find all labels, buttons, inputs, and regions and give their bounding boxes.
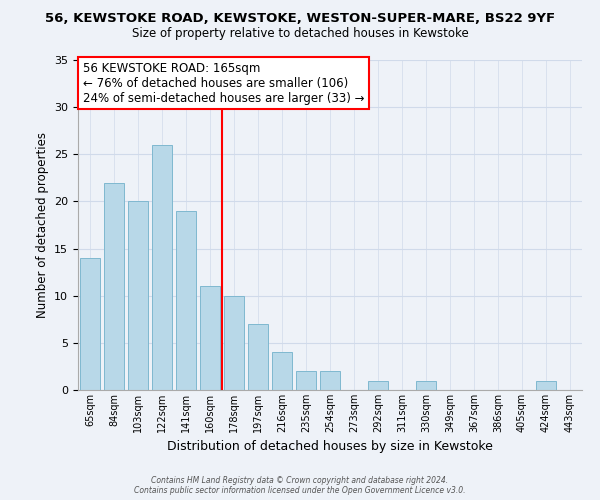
Bar [296,371,316,390]
X-axis label: Distribution of detached houses by size in Kewstoke: Distribution of detached houses by size … [167,440,493,454]
Bar [104,182,124,390]
Bar [248,324,268,390]
Bar [368,380,388,390]
Bar [272,352,292,390]
Bar [320,371,340,390]
Bar [536,380,556,390]
Bar [416,380,436,390]
Bar [80,258,100,390]
Bar [200,286,220,390]
Bar [152,145,172,390]
Bar [224,296,244,390]
Bar [128,202,148,390]
Y-axis label: Number of detached properties: Number of detached properties [35,132,49,318]
Bar [176,211,196,390]
Text: Contains HM Land Registry data © Crown copyright and database right 2024.
Contai: Contains HM Land Registry data © Crown c… [134,476,466,495]
Text: 56, KEWSTOKE ROAD, KEWSTOKE, WESTON-SUPER-MARE, BS22 9YF: 56, KEWSTOKE ROAD, KEWSTOKE, WESTON-SUPE… [45,12,555,26]
Text: Size of property relative to detached houses in Kewstoke: Size of property relative to detached ho… [131,28,469,40]
Text: 56 KEWSTOKE ROAD: 165sqm
← 76% of detached houses are smaller (106)
24% of semi-: 56 KEWSTOKE ROAD: 165sqm ← 76% of detach… [83,62,365,104]
